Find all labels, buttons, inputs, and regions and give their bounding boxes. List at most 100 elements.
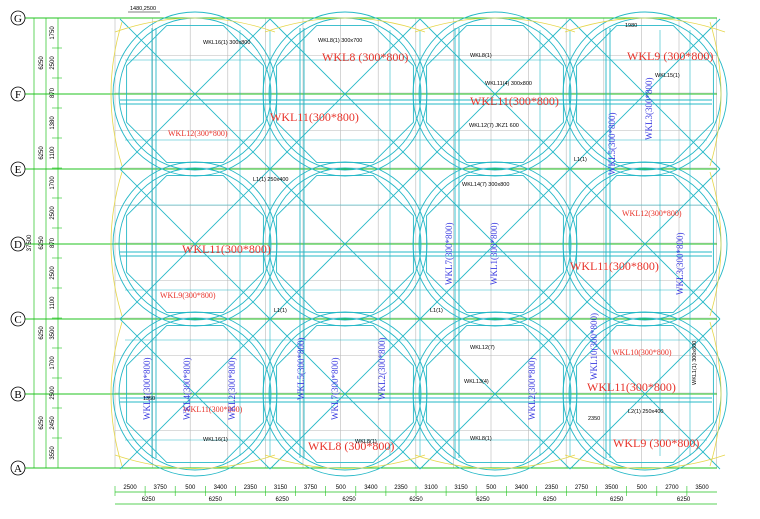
bottom-dimension-total: 6250	[610, 497, 624, 503]
beam-label-red: WKL11(300*800)	[183, 405, 243, 414]
beam-label-red: WKL12(300*800)	[622, 209, 682, 218]
small-annotation: L2(1) 250x400	[628, 409, 663, 415]
bottom-dimension-total: 6250	[209, 497, 223, 503]
bottom-dimension-texts: 2500 3750 500 3400 2350 3150 3750 500 3400 2350 31…	[114, 485, 709, 503]
bottom-dimension-value: 3750	[304, 485, 318, 491]
bottom-dimension-value: 3400	[364, 485, 378, 491]
small-annotation: WKL8(1)	[355, 439, 377, 445]
bottom-dimension-value: 3500	[605, 485, 619, 491]
small-annotation: WKL12(7)	[470, 345, 495, 351]
bottom-dimension-value: 2350	[244, 485, 258, 491]
beam-label-red: WKL9 (300*800)	[613, 436, 699, 450]
bottom-dimension-value: 2500	[123, 485, 137, 491]
beam-label-red: WKL10(300*800)	[612, 348, 672, 357]
bottom-dimension-total: 6250	[276, 497, 290, 503]
bottom-dimension-value: 500	[185, 485, 196, 491]
left-dimension-value: 1750	[50, 26, 56, 40]
left-dimension-total: 6250	[39, 56, 45, 70]
left-dimension-value: 870	[50, 87, 56, 98]
axis-bubble-D: D	[10, 236, 26, 252]
beam-label-blue: WKL1(300*800)	[489, 223, 499, 286]
top-note: 1480,2500	[130, 6, 156, 12]
beam-label-red: WKL11(300*800)	[587, 380, 676, 394]
axis-bubble-G: G	[10, 10, 26, 26]
left-dimension-value: 870	[50, 237, 56, 248]
beam-label-red: WKL12(300*800)	[168, 129, 228, 138]
left-overall-dimension: 37500	[27, 234, 33, 251]
small-annotation: WKL16(1)	[203, 437, 228, 443]
slab-arcs-and-beams	[112, 11, 728, 477]
left-dimension-value: 2450	[50, 416, 56, 430]
beam-label-blue: WKL10(300*800)	[589, 313, 599, 380]
small-annotation: WKL16(1) 300x800	[203, 40, 250, 46]
left-dimension-texts: 1750 2500 870 1380 1100 1700 2500 870 2500 1100 35…	[27, 17, 62, 460]
beam-label-blue: WKL7(300*800)	[444, 223, 454, 286]
small-annotation: L1(1)	[274, 308, 287, 314]
left-dimension-value: 1100	[50, 146, 56, 160]
axis-label-A: A	[14, 463, 22, 475]
bottom-dimension-value: 2350	[545, 485, 559, 491]
bottom-dimension-value: 2350	[394, 485, 408, 491]
bottom-dimension-value: 2750	[575, 485, 589, 491]
beam-label-blue: WKL3(300*800)	[644, 78, 654, 141]
beam-label-red: WKL8 (300*800)	[308, 439, 394, 453]
axis-bubble-F: F	[10, 86, 26, 102]
axis-label-C: C	[14, 314, 21, 326]
axis-label-E: E	[15, 164, 22, 176]
small-annotation: WKL11(4) 300x800	[485, 81, 532, 87]
axis-grid-lines	[25, 17, 717, 469]
beam-label-red: WKL11(300*800)	[470, 94, 559, 108]
bottom-dimension-total: 6250	[409, 497, 423, 503]
beam-label-red: WKL9 (300*800)	[627, 49, 713, 63]
bottom-dimension-value: 500	[486, 485, 497, 491]
beam-label-blue: WKL2(300*800)	[527, 358, 537, 421]
small-annotation: WKL12(7) JKZ1 600	[469, 123, 519, 129]
bottom-dimension-value: 3100	[424, 485, 438, 491]
bottom-dimension-value: 3150	[274, 485, 288, 491]
small-annotation: 1350	[143, 396, 155, 402]
left-dimension-chain	[33, 18, 59, 468]
beam-label-red: WKL11(300*800)	[270, 110, 359, 124]
axis-label-B: B	[14, 389, 21, 401]
small-annotation: WKL14(7) 300x800	[462, 182, 509, 188]
axis-bubble-B: B	[10, 386, 26, 402]
axis-bubble-A: A	[10, 460, 26, 476]
bottom-dimension-value: 3400	[515, 485, 529, 491]
left-dimension-value: 3550	[50, 446, 56, 460]
small-annotation: L1(1) 250x400	[253, 177, 288, 183]
small-annotation: WKL13(4)	[464, 379, 489, 385]
bottom-dimension-total: 6250	[342, 497, 356, 503]
left-dimension-total: 6250	[39, 416, 45, 430]
small-annotation: L1(1)	[430, 308, 443, 314]
axis-bubble-E: E	[10, 161, 26, 177]
small-annotation: WKL8(1) 300x700	[318, 38, 362, 44]
beam-label-blue: WKL5(300*800)	[607, 113, 617, 176]
small-annotation: WKL1(1) 300x800	[692, 341, 698, 385]
axis-label-G: G	[14, 13, 22, 25]
beam-label-blue: WKL5(300*800)	[296, 338, 306, 401]
beam-label-blue: WKL4(300*800)	[182, 358, 192, 421]
left-dimension-value: 2500	[50, 266, 56, 280]
beam-label-blue: WKL7(300*800)	[330, 358, 340, 421]
axis-label-D: D	[14, 239, 22, 251]
left-dimension-value: 2500	[50, 56, 56, 70]
beam-label-blue: WKL1(300*800)	[142, 358, 152, 421]
beam-label-red: WKL8 (300*800)	[322, 50, 408, 64]
small-annotation: 1980	[625, 23, 637, 29]
left-dimension-value: 2500	[50, 206, 56, 220]
left-dimension-total: 6250	[39, 326, 45, 340]
axis-label-F: F	[15, 89, 21, 101]
bottom-dimension-total: 6250	[476, 497, 490, 503]
small-annotation: WKL8(1)	[470, 53, 492, 59]
bottom-dimension-total: 6250	[677, 497, 691, 503]
beam-label-red: WKL11(300*800)	[570, 259, 659, 273]
bottom-dimension-value: 3150	[454, 485, 468, 491]
left-dimension-value: 1380	[50, 116, 56, 130]
bottom-dimension-value: 2700	[665, 485, 679, 491]
bottom-dimension-value: 3750	[154, 485, 168, 491]
bottom-dimension-value: 500	[336, 485, 347, 491]
bottom-dimension-value: 500	[637, 485, 648, 491]
small-annotation: WKL8(1)	[470, 436, 492, 442]
bottom-dimension-value: 3500	[695, 485, 709, 491]
axis-bubble-C: C	[10, 311, 26, 327]
